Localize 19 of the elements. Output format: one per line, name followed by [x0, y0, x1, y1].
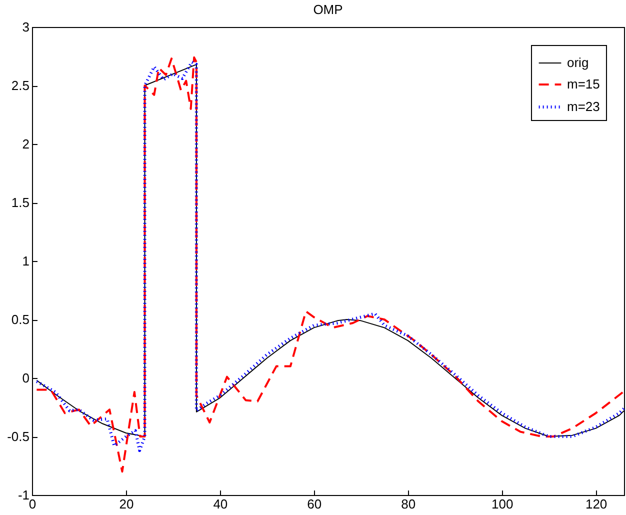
y-tick-label: 0 — [22, 370, 30, 386]
legend-label: m=23 — [567, 99, 600, 114]
x-tick-label: 20 — [119, 496, 134, 512]
x-tick-label: 120 — [585, 496, 608, 512]
y-tick-label: 1.5 — [11, 195, 30, 210]
y-tick-label: 2 — [22, 136, 30, 152]
y-tick-label: 1 — [22, 254, 30, 268]
x-tick-label: 100 — [491, 496, 514, 512]
y-tick-label: 3 — [22, 20, 30, 34]
legend-label: orig — [567, 55, 589, 70]
y-tick-label: -0.5 — [7, 429, 30, 444]
legend-label: m=15 — [567, 76, 600, 92]
y-tick-label: 0.5 — [11, 312, 30, 327]
x-tick-label: 80 — [401, 496, 416, 512]
y-tick-label: 2.5 — [11, 78, 30, 93]
x-tick-label: 40 — [213, 496, 228, 512]
x-tick-label: 60 — [307, 496, 322, 512]
y-tick-label: -1 — [18, 488, 30, 502]
chart-title: OMP — [313, 2, 343, 17]
